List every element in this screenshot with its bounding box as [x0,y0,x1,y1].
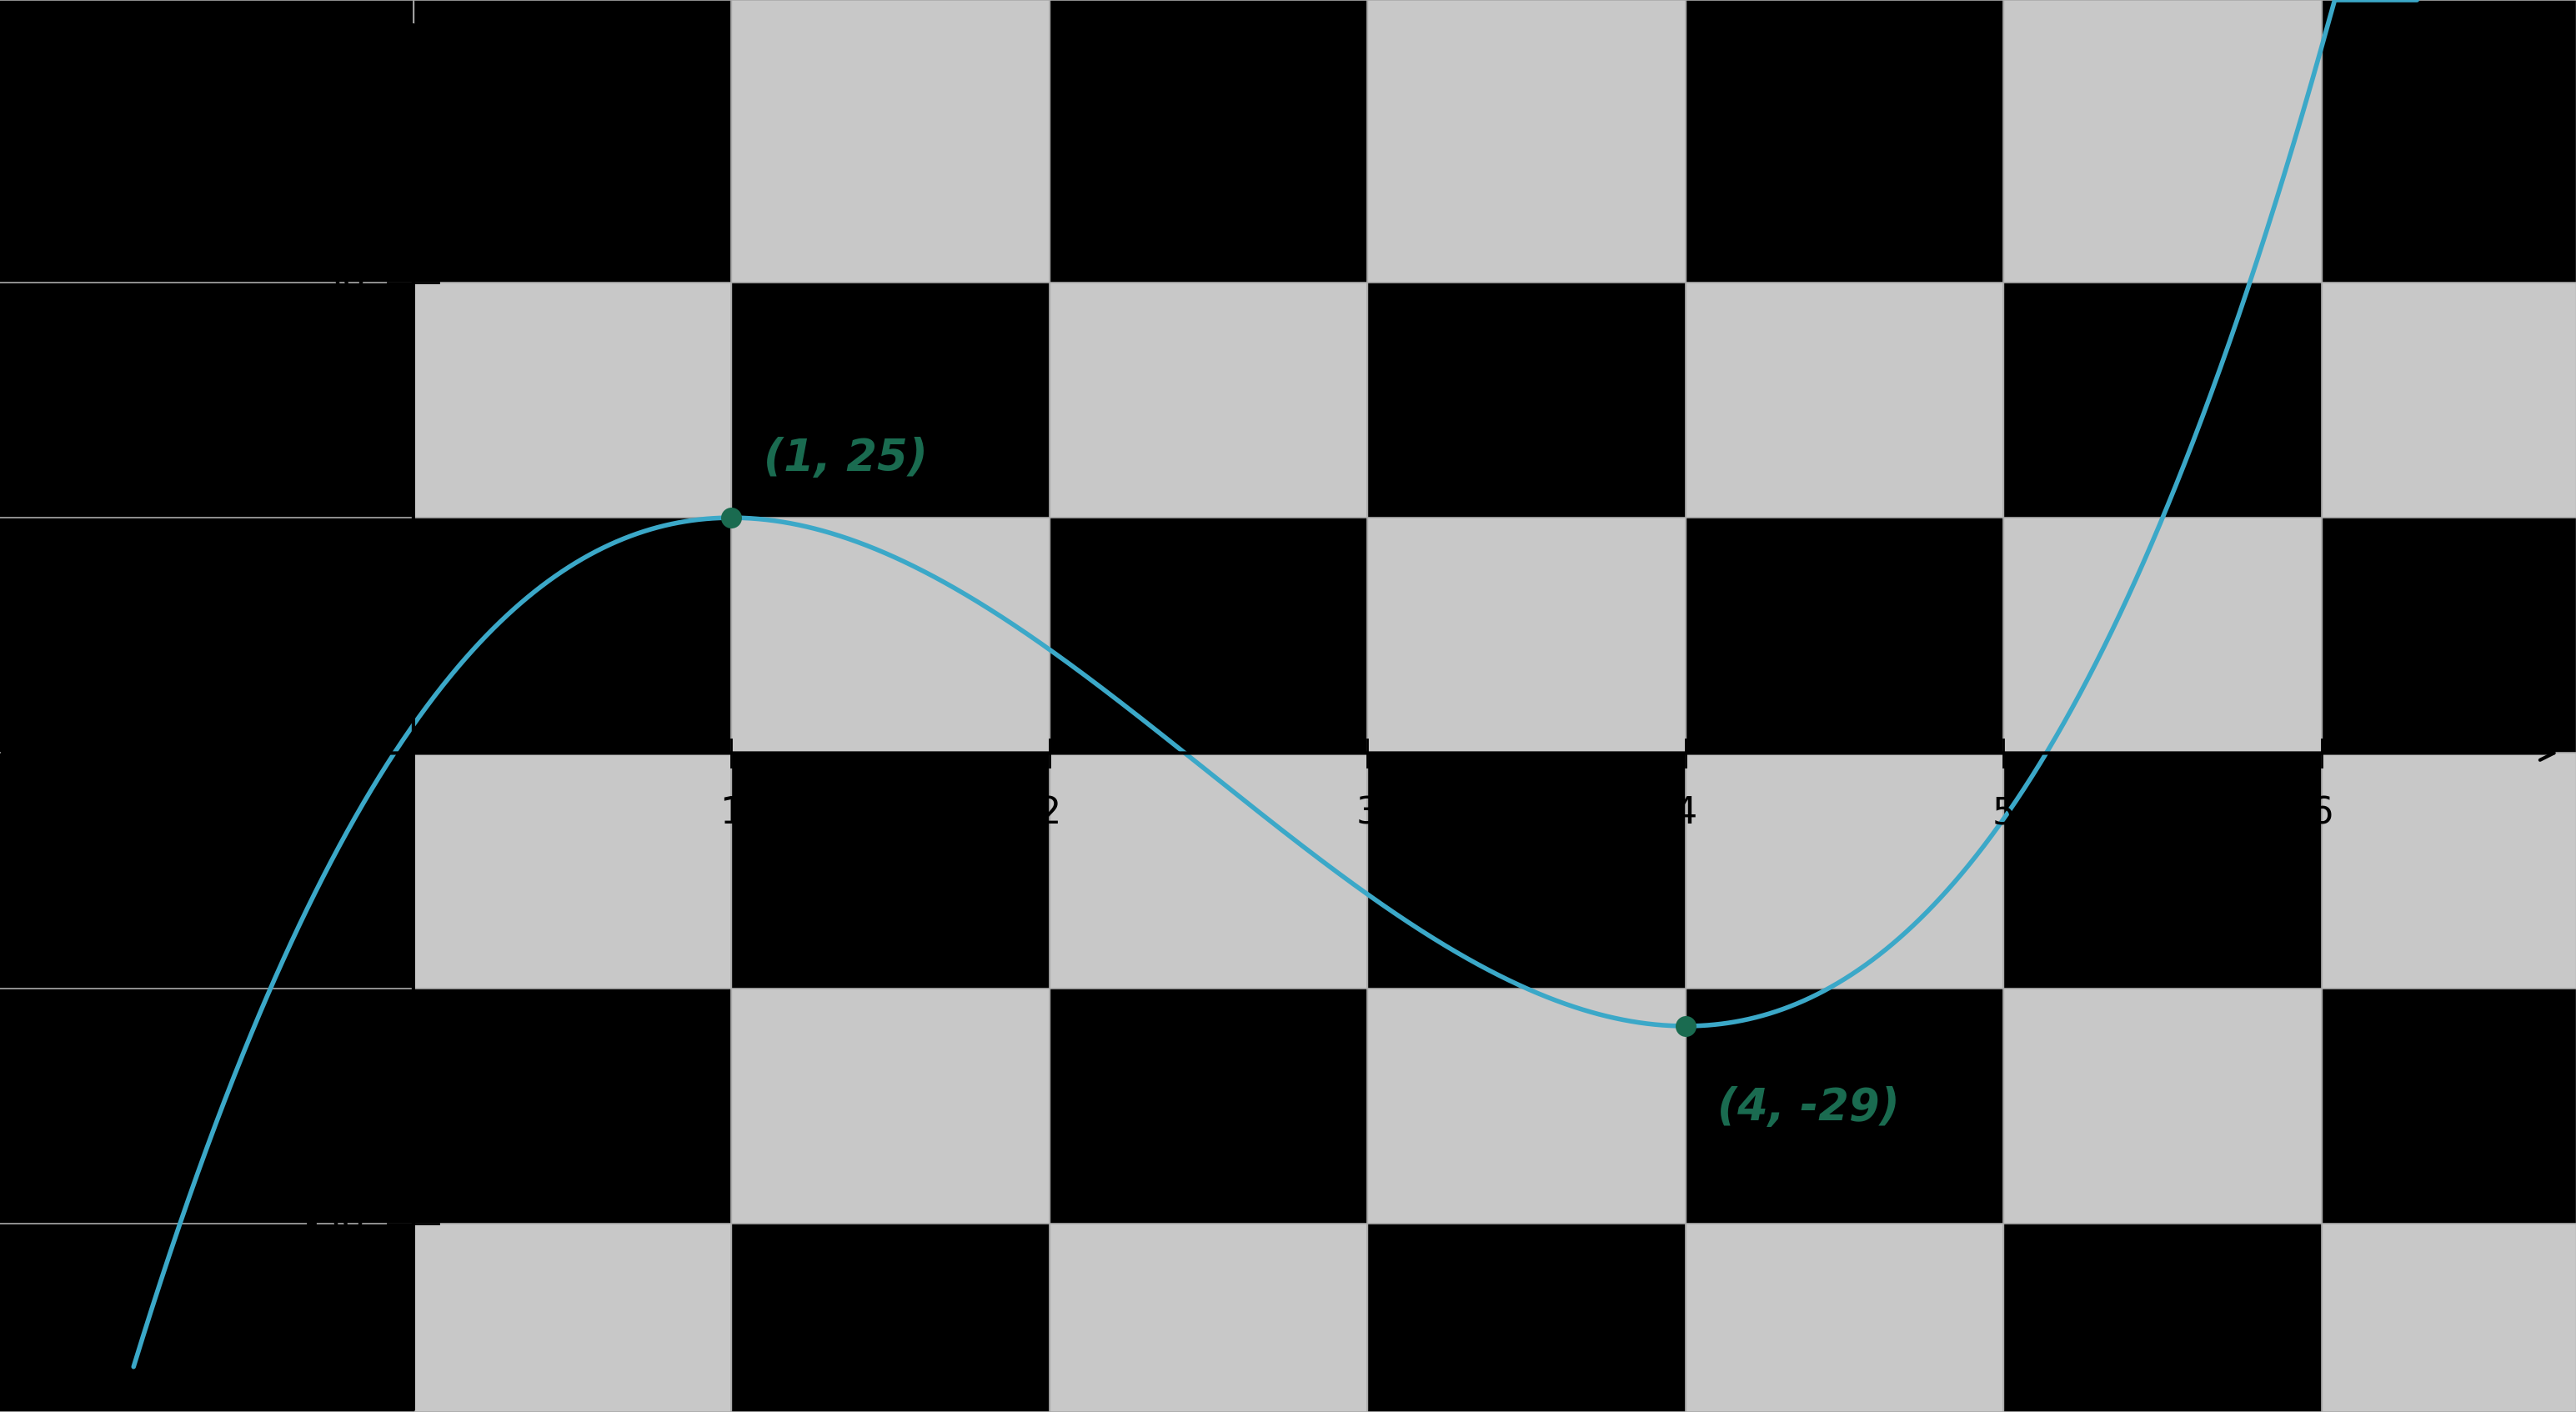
Bar [1368,753,1685,988]
Bar [732,518,1048,753]
Bar [732,1224,1048,1412]
Bar [732,753,1048,988]
Text: 5: 5 [1991,795,2014,832]
Bar [1048,0,1368,282]
Bar [1048,1224,1368,1412]
Bar [2321,1224,2576,1412]
Bar [412,988,732,1224]
Text: (4, -29): (4, -29) [1718,1086,1899,1130]
Bar [2321,282,2576,518]
Bar [1685,518,2004,753]
Bar [732,988,1048,1224]
Bar [1048,282,1368,518]
Bar [1685,1224,2004,1412]
Bar [1685,753,2004,988]
Text: 2: 2 [1038,795,1061,832]
Bar [412,1224,732,1412]
Bar [2321,518,2576,753]
Bar [1368,518,1685,753]
Bar [2004,753,2321,988]
Bar [1368,0,1685,282]
Bar [1368,1224,1685,1412]
Bar [412,0,732,282]
Bar [2321,0,2576,282]
Bar [2321,988,2576,1224]
Bar [1048,988,1368,1224]
Bar [412,518,732,753]
Bar [732,282,1048,518]
Bar [2004,0,2321,282]
Bar [1048,753,1368,988]
Bar [2004,282,2321,518]
Bar [1685,988,2004,1224]
Bar [2004,518,2321,753]
Bar [2004,1224,2321,1412]
Bar [2321,753,2576,988]
Text: (1, 25): (1, 25) [762,436,927,480]
Bar [412,753,732,988]
Text: 6: 6 [2311,795,2334,832]
Bar [2004,988,2321,1224]
Text: 4: 4 [1674,795,1698,832]
Bar [1368,988,1685,1224]
Bar [1048,518,1368,753]
Bar [1685,282,2004,518]
Text: 1: 1 [719,795,744,832]
Bar [1368,282,1685,518]
Text: -50: -50 [307,1206,366,1241]
Bar [412,282,732,518]
Bar [1685,0,2004,282]
Bar [0,0,412,1412]
Bar [732,0,1048,282]
Text: 3: 3 [1355,795,1378,832]
Text: 50: 50 [319,264,366,301]
